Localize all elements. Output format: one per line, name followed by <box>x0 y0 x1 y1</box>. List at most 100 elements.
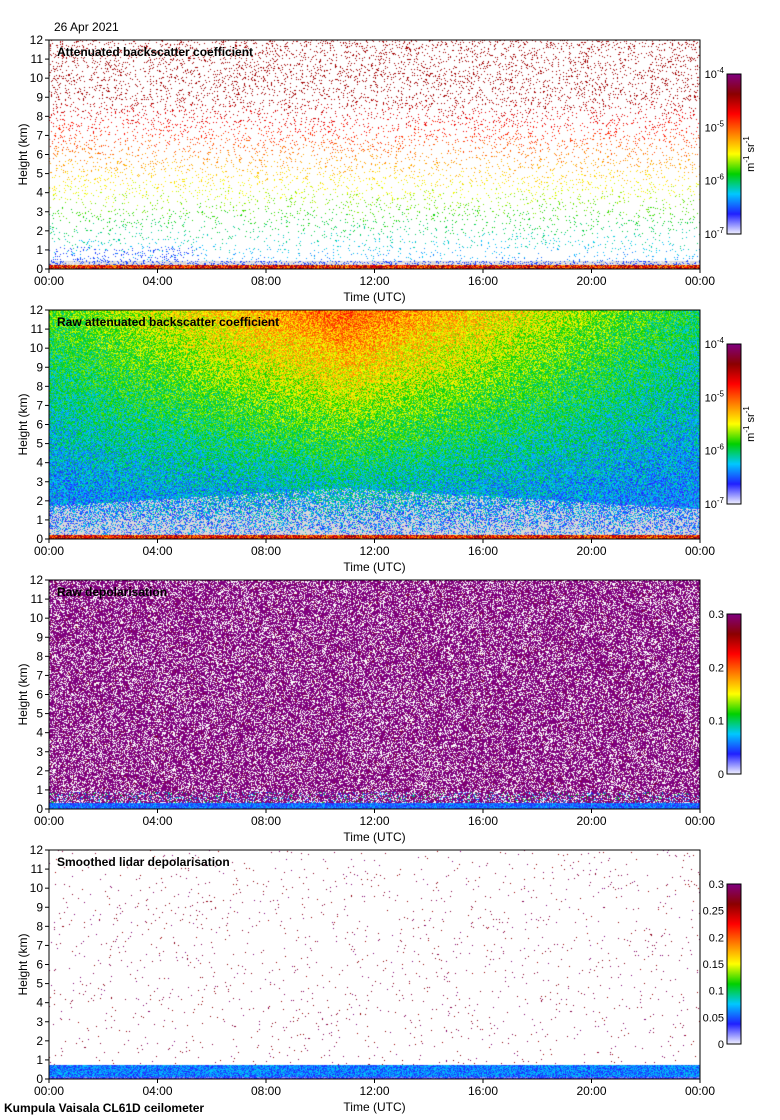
x-tick-label: 04:00 <box>142 274 172 288</box>
x-tick-label: 00:00 <box>34 1084 64 1098</box>
y-tick-label: 3 <box>36 1015 43 1029</box>
x-tick-label: 08:00 <box>251 544 281 558</box>
colorbar-tick-label: 10-7 <box>705 496 725 511</box>
colorbar-tick-label: 10-5 <box>705 389 725 404</box>
y-tick-label: 5 <box>36 167 43 181</box>
heatmap-field <box>49 850 700 1079</box>
x-tick-label: 04:00 <box>142 1084 172 1098</box>
y-tick-label: 1 <box>36 1053 43 1067</box>
x-axis-label: Time (UTC) <box>343 830 405 844</box>
colorbar-tick-label: 10-6 <box>705 173 725 188</box>
colorbar <box>726 613 742 775</box>
x-tick-label: 16:00 <box>468 274 498 288</box>
y-tick-label: 0 <box>36 802 43 816</box>
y-tick-label: 12 <box>30 843 44 857</box>
y-tick-label: 2 <box>36 1034 43 1048</box>
y-tick-label: 10 <box>30 341 44 355</box>
colorbar-tick-label: 10-4 <box>705 336 725 351</box>
x-tick-label: 20:00 <box>576 1084 606 1098</box>
y-tick-label: 6 <box>36 148 43 162</box>
colorbar-tick-label: 0.2 <box>709 662 724 674</box>
y-tick-label: 7 <box>36 398 43 412</box>
y-tick-label: 3 <box>36 745 43 759</box>
colorbar <box>726 883 742 1045</box>
y-tick-label: 11 <box>31 52 44 66</box>
y-tick-label: 9 <box>36 630 43 644</box>
y-tick-label: 6 <box>36 418 43 432</box>
y-tick-label: 5 <box>36 977 43 991</box>
colorbar-tick-label: 10-6 <box>705 443 725 458</box>
x-tick-label: 08:00 <box>251 274 281 288</box>
x-axis-label: Time (UTC) <box>343 1100 405 1114</box>
y-tick-label: 10 <box>30 611 44 625</box>
y-tick-label: 11 <box>31 592 44 606</box>
y-tick-label: 4 <box>36 996 43 1010</box>
panel-title: Smoothed lidar depolarisation <box>57 855 230 869</box>
x-tick-label: 12:00 <box>359 1084 389 1098</box>
heatmap-field <box>49 40 700 269</box>
colorbar-tick-label: 0.15 <box>703 959 724 971</box>
x-tick-label: 08:00 <box>251 814 281 828</box>
colorbar-tick-label: 0.3 <box>709 609 724 621</box>
colorbar-tick-label: 0.05 <box>703 1012 724 1024</box>
x-tick-label: 12:00 <box>359 274 389 288</box>
y-tick-label: 2 <box>36 764 43 778</box>
y-tick-label: 1 <box>36 783 43 797</box>
y-axis-label: Height (km) <box>16 123 30 185</box>
x-tick-label: 20:00 <box>576 544 606 558</box>
x-tick-label: 20:00 <box>576 274 606 288</box>
x-tick-label: 04:00 <box>142 544 172 558</box>
colorbar-tick-label: 0 <box>718 1039 724 1051</box>
panel-title: Attenuated backscatter coefficient <box>57 45 253 59</box>
colorbar-tick-label: 0.2 <box>709 932 724 944</box>
x-axis-label: Time (UTC) <box>343 560 405 574</box>
y-tick-label: 12 <box>30 303 44 317</box>
panel-title: Raw attenuated backscatter coefficient <box>57 315 279 329</box>
y-tick-label: 3 <box>36 205 43 219</box>
y-tick-label: 4 <box>36 186 43 200</box>
instrument-label: Kumpula Vaisala CL61D ceilometer <box>4 1101 205 1115</box>
colorbar-tick-label: 0.3 <box>709 879 724 891</box>
y-tick-label: 8 <box>36 649 43 663</box>
y-tick-label: 6 <box>36 688 43 702</box>
colorbar-tick-label: 0.1 <box>709 986 724 998</box>
y-tick-label: 2 <box>36 224 43 238</box>
heatmap-field <box>49 310 700 539</box>
colorbar-tick-label: 10-5 <box>705 119 725 134</box>
y-tick-label: 2 <box>36 494 43 508</box>
colorbar <box>726 73 742 235</box>
colorbar-tick-label: 0.25 <box>703 906 724 918</box>
y-tick-label: 11 <box>31 322 44 336</box>
heatmap-field <box>49 580 700 809</box>
colorbar-unit-label: m-1 sr-1 <box>742 136 757 172</box>
y-tick-label: 0 <box>36 262 43 276</box>
x-tick-label: 00:00 <box>685 274 715 288</box>
y-tick-label: 5 <box>36 707 43 721</box>
y-tick-label: 7 <box>36 938 43 952</box>
x-tick-label: 04:00 <box>142 814 172 828</box>
y-tick-label: 9 <box>36 360 43 374</box>
x-tick-label: 16:00 <box>468 814 498 828</box>
y-tick-label: 1 <box>36 243 43 257</box>
x-axis-label: Time (UTC) <box>343 290 405 304</box>
x-tick-label: 00:00 <box>685 544 715 558</box>
x-tick-label: 08:00 <box>251 1084 281 1098</box>
x-tick-label: 12:00 <box>359 814 389 828</box>
y-tick-label: 5 <box>36 437 43 451</box>
y-tick-label: 7 <box>36 128 43 142</box>
panel-title: Raw depolarisation <box>57 585 167 599</box>
y-tick-label: 11 <box>31 862 44 876</box>
x-tick-label: 16:00 <box>468 544 498 558</box>
y-tick-label: 9 <box>36 900 43 914</box>
x-tick-label: 00:00 <box>685 814 715 828</box>
y-axis-label: Height (km) <box>16 933 30 995</box>
y-tick-label: 8 <box>36 109 43 123</box>
y-tick-label: 0 <box>36 532 43 546</box>
y-axis-label: Height (km) <box>16 663 30 725</box>
